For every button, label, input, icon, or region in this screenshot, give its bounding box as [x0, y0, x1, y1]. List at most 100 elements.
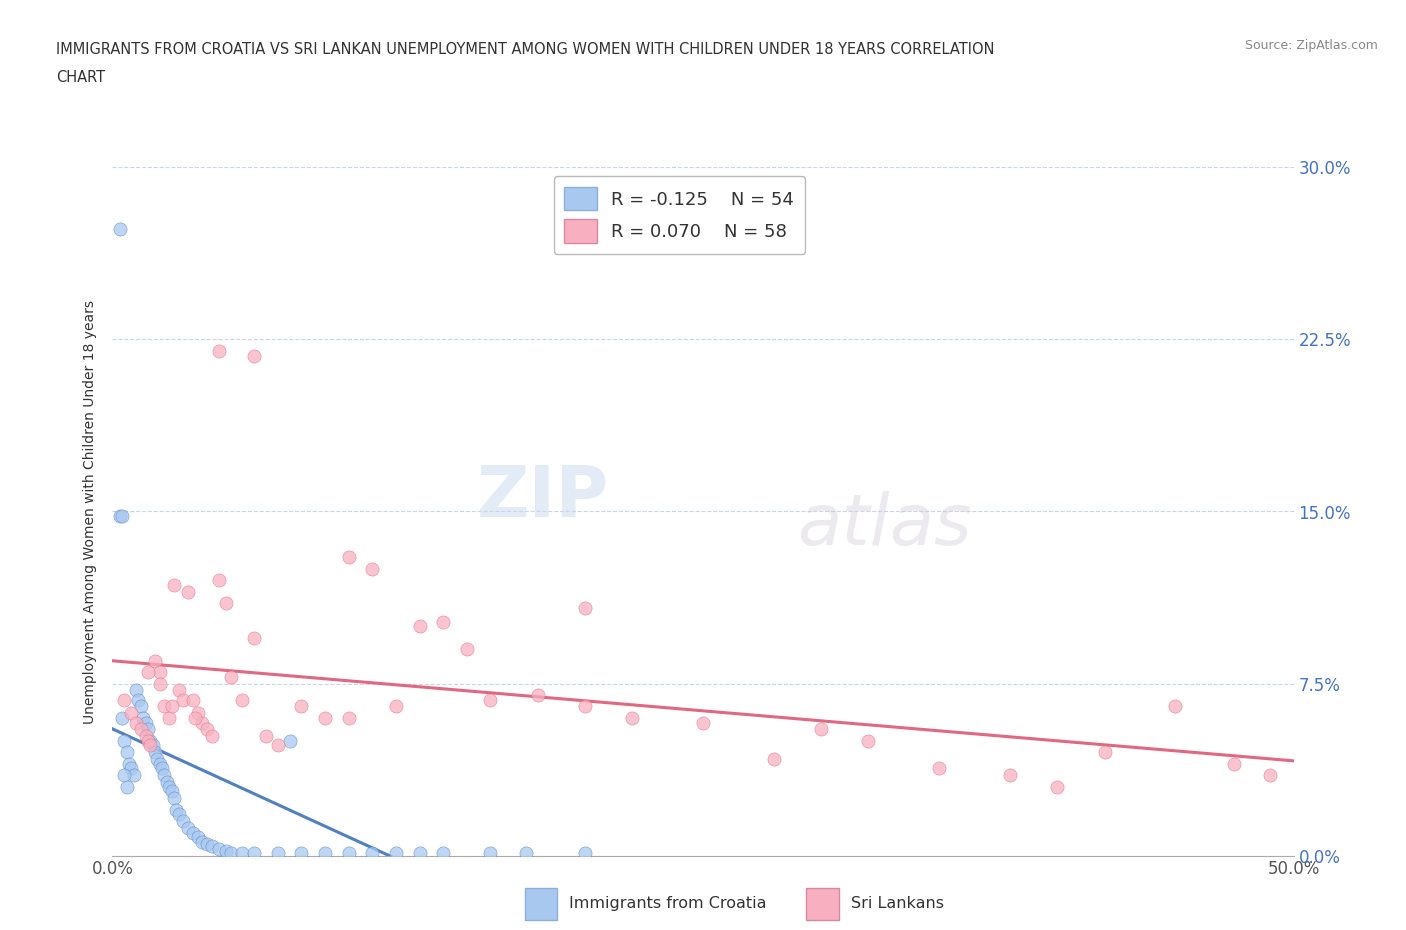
Point: [1094, 745, 1116, 760]
Point: [112, 692, 135, 707]
Point: [112, 734, 135, 749]
Point: [337, 846, 360, 861]
Point: [157, 779, 180, 794]
Legend: R = -0.125    N = 54, R = 0.070    N = 58: R = -0.125 N = 54, R = 0.070 N = 58: [554, 177, 806, 254]
Point: [515, 846, 537, 861]
Point: [231, 846, 253, 861]
Point: [160, 784, 183, 799]
Point: [195, 837, 218, 852]
Point: [156, 775, 179, 790]
Point: [762, 751, 785, 766]
Point: [115, 779, 138, 794]
Point: [526, 687, 548, 702]
Point: [167, 807, 190, 822]
Point: [432, 614, 454, 629]
Point: [1164, 699, 1187, 714]
Point: [998, 768, 1021, 783]
Point: [314, 846, 336, 861]
Point: [361, 562, 384, 577]
Point: [165, 803, 187, 817]
Point: [1046, 779, 1069, 794]
Point: [479, 692, 502, 707]
Point: [143, 745, 166, 760]
Point: [621, 711, 644, 725]
Text: Immigrants from Croatia: Immigrants from Croatia: [569, 897, 766, 911]
Point: [208, 842, 231, 857]
Point: [201, 729, 224, 744]
Point: [574, 601, 596, 616]
Point: [195, 722, 218, 737]
Point: [163, 578, 186, 592]
Point: [125, 715, 148, 730]
Point: [208, 573, 231, 588]
Point: [432, 846, 454, 861]
Point: [243, 348, 266, 363]
Point: [120, 761, 142, 776]
Point: [146, 751, 169, 766]
Point: [136, 722, 159, 737]
Point: [181, 692, 204, 707]
Text: CHART: CHART: [56, 70, 105, 85]
Point: [858, 734, 880, 749]
Point: [115, 745, 138, 760]
Point: [129, 722, 152, 737]
Point: [135, 729, 157, 744]
Point: [243, 631, 266, 645]
Point: [290, 846, 312, 861]
Point: [215, 844, 238, 858]
Point: [129, 699, 152, 714]
Point: [385, 699, 408, 714]
Point: [153, 699, 176, 714]
Point: [574, 699, 596, 714]
Point: [254, 729, 277, 744]
Point: [810, 722, 832, 737]
Point: [314, 711, 336, 725]
Point: [125, 683, 148, 698]
Point: [118, 756, 141, 771]
Text: ZIP: ZIP: [477, 463, 609, 532]
Text: IMMIGRANTS FROM CROATIA VS SRI LANKAN UNEMPLOYMENT AMONG WOMEN WITH CHILDREN UND: IMMIGRANTS FROM CROATIA VS SRI LANKAN UN…: [56, 42, 994, 57]
Point: [574, 846, 596, 861]
Point: [337, 711, 360, 725]
Point: [243, 846, 266, 861]
Point: [135, 715, 157, 730]
Point: [150, 761, 173, 776]
Point: [181, 825, 204, 840]
Text: Source: ZipAtlas.com: Source: ZipAtlas.com: [1244, 39, 1378, 52]
Point: [160, 699, 183, 714]
Point: [215, 596, 238, 611]
Point: [136, 734, 159, 749]
Point: [408, 618, 430, 633]
Point: [479, 846, 502, 861]
Point: [337, 550, 360, 565]
Point: [157, 711, 180, 725]
Point: [153, 768, 176, 783]
Point: [149, 756, 172, 771]
Point: [191, 715, 214, 730]
Point: [290, 699, 312, 714]
Point: [139, 734, 162, 749]
Point: [201, 839, 224, 854]
Point: [186, 706, 208, 721]
Point: [122, 768, 145, 783]
Point: [1258, 768, 1281, 783]
Point: [149, 665, 172, 680]
Point: [112, 768, 135, 783]
Point: [108, 222, 131, 237]
Point: [127, 692, 149, 707]
Point: [136, 665, 159, 680]
Point: [111, 711, 134, 725]
Point: [139, 738, 162, 753]
Point: [278, 734, 301, 749]
Point: [267, 738, 290, 753]
Point: [167, 683, 190, 698]
Point: [177, 820, 200, 835]
Point: [163, 790, 186, 805]
Point: [120, 706, 142, 721]
Text: atlas: atlas: [797, 491, 972, 560]
Point: [172, 692, 194, 707]
Point: [184, 711, 207, 725]
Point: [361, 846, 384, 861]
Text: Sri Lankans: Sri Lankans: [851, 897, 943, 911]
Point: [143, 653, 166, 668]
